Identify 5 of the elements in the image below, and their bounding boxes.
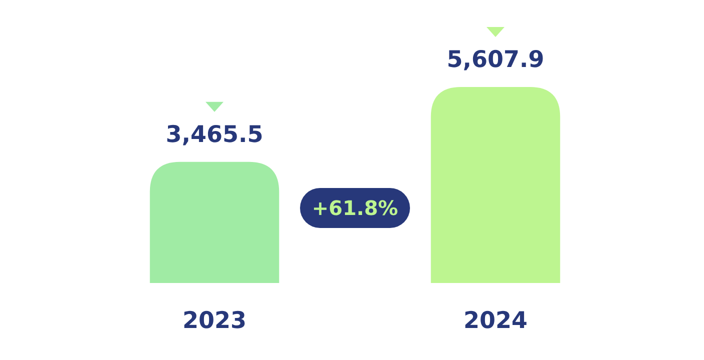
data-label: 3,465.5 [166,122,264,148]
x-tick-label: 2024 [463,308,528,334]
annotation: +61.8% [312,196,398,220]
data-label: 5,607.9 [446,47,544,73]
x-tick-label: 2023 [182,308,247,334]
